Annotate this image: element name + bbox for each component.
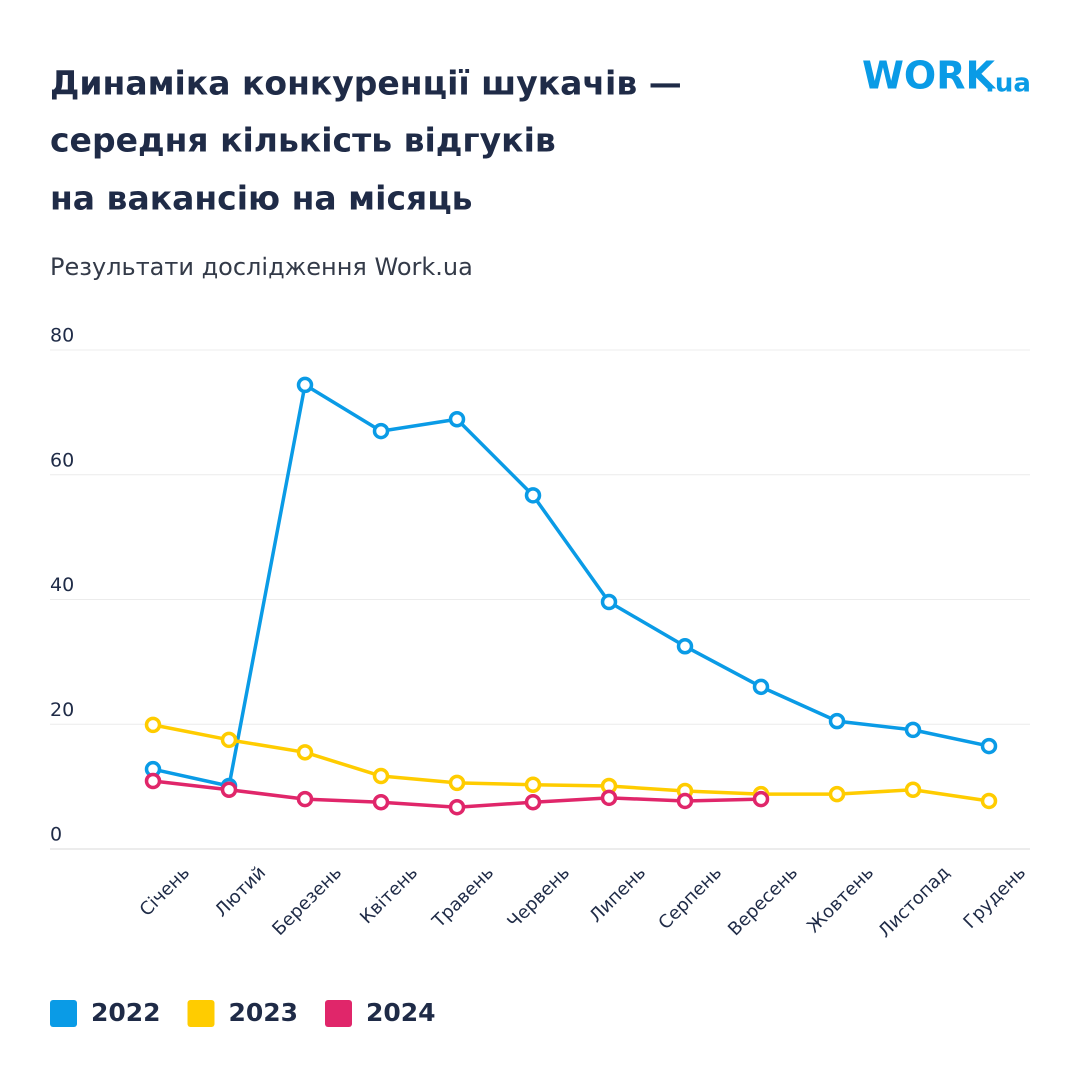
legend-swatch bbox=[187, 1000, 215, 1027]
x-tick-label: Липень bbox=[585, 862, 650, 927]
data-point bbox=[296, 790, 314, 808]
series-line bbox=[152, 383, 990, 788]
y-tick-label: 20 bbox=[50, 699, 74, 721]
data-point bbox=[980, 792, 998, 810]
data-point bbox=[296, 744, 314, 761]
data-point bbox=[752, 678, 770, 696]
data-point bbox=[372, 793, 390, 811]
x-tick-label: Грудень bbox=[959, 862, 1030, 933]
series-line bbox=[152, 723, 990, 803]
y-tick-label: 0 bbox=[50, 824, 62, 846]
data-point bbox=[296, 376, 314, 394]
x-tick-label: Березень bbox=[268, 862, 346, 940]
data-point bbox=[904, 721, 922, 739]
data-point bbox=[980, 737, 998, 755]
data-point bbox=[220, 731, 238, 749]
data-point bbox=[600, 593, 618, 611]
data-point bbox=[752, 790, 770, 808]
data-point bbox=[828, 712, 846, 730]
chart-title: на вакансію на місяць bbox=[50, 179, 473, 218]
legend-label: 2024 bbox=[366, 998, 436, 1027]
data-point bbox=[220, 781, 238, 798]
x-tick-label: Червень bbox=[503, 862, 574, 933]
y-tick-label: 80 bbox=[50, 325, 74, 347]
chart-title: Динаміка конкуренції шукачів — bbox=[50, 64, 682, 103]
data-point bbox=[372, 767, 390, 785]
y-tick-label: 40 bbox=[50, 574, 74, 596]
x-tick-label: Листопад bbox=[874, 862, 954, 942]
data-point bbox=[524, 776, 542, 794]
data-point bbox=[144, 772, 162, 790]
x-tick-label: Квітень bbox=[356, 862, 422, 928]
legend-swatch bbox=[50, 1000, 77, 1027]
x-tick-label: Лютий bbox=[211, 862, 270, 921]
logo-suffix: .ua bbox=[985, 69, 1031, 99]
data-point bbox=[448, 774, 466, 792]
legend-label: 2022 bbox=[91, 998, 161, 1027]
y-tick-label: 60 bbox=[50, 449, 74, 471]
legend-swatch bbox=[325, 1000, 352, 1027]
x-tick-label: Серпень bbox=[654, 862, 726, 934]
x-tick-label: Жовтень bbox=[803, 862, 878, 937]
data-point bbox=[524, 793, 542, 811]
data-point bbox=[144, 716, 162, 734]
data-point bbox=[904, 781, 922, 798]
chart-subtitle: Результати дослідження Work.ua bbox=[50, 253, 473, 281]
data-point bbox=[524, 487, 542, 504]
data-point bbox=[448, 798, 466, 816]
x-tick-label: Травень bbox=[428, 862, 498, 932]
data-point bbox=[600, 789, 618, 807]
x-tick-label: Вересень bbox=[724, 862, 802, 940]
data-point bbox=[372, 422, 390, 440]
chart-title: середня кількість відгуків bbox=[50, 121, 556, 160]
legend-label: 2023 bbox=[229, 998, 299, 1027]
data-point bbox=[676, 792, 694, 810]
data-point bbox=[676, 638, 694, 655]
x-tick-label: Січень bbox=[136, 862, 194, 920]
data-point bbox=[828, 785, 846, 803]
logo: WORK bbox=[862, 54, 996, 98]
data-point bbox=[448, 410, 466, 428]
